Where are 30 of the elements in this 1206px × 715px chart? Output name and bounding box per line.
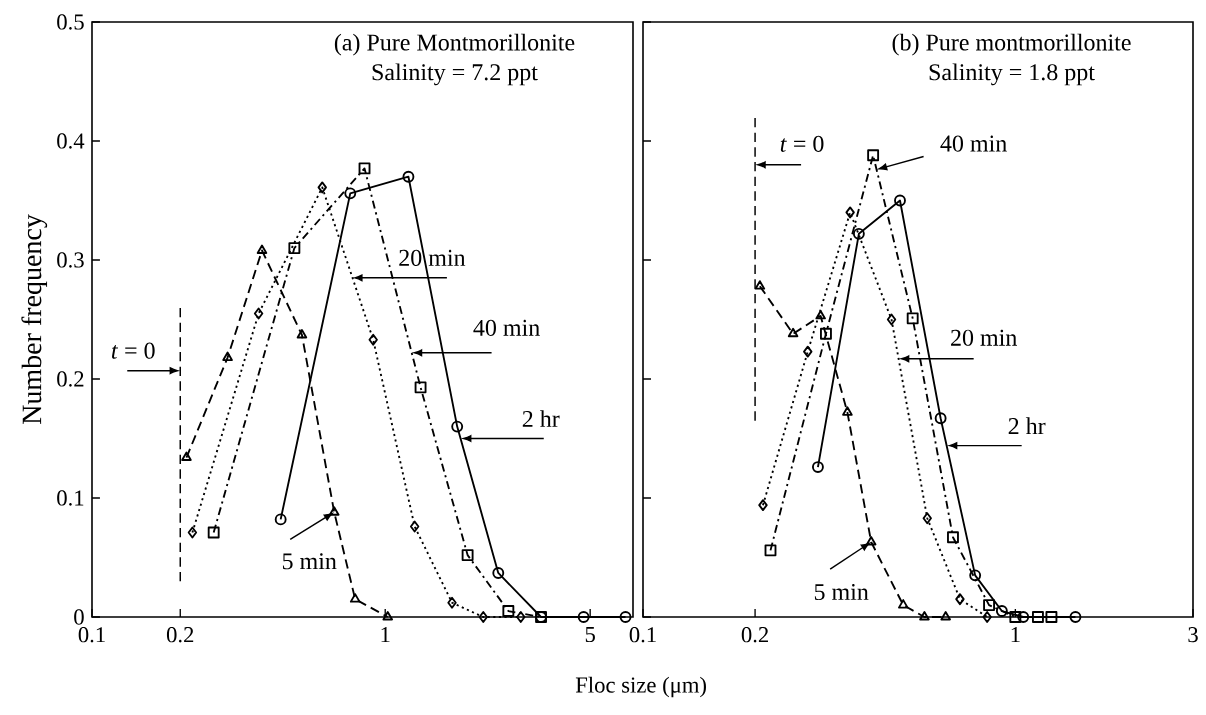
ref-line-label: t = 0	[780, 135, 824, 152]
annotation: 40 min	[473, 319, 540, 336]
ref-line-label: t = 0	[111, 342, 155, 359]
x-axis-title: Floc size (μm)	[575, 676, 706, 698]
annotation: 2 hr	[1008, 417, 1046, 434]
annotation: 20 min	[951, 329, 1017, 346]
x-tick-label: 0.2	[166, 627, 194, 643]
x-tick-label: 5	[585, 627, 595, 643]
x-tick-label: 1	[381, 627, 390, 643]
y-tick-label: 0	[74, 609, 84, 625]
text: Salinity = 7.2 ppt	[372, 63, 538, 86]
chart-title: (a) Pure Montmorillonite	[334, 33, 575, 56]
y-tick-label: 0.3	[57, 252, 84, 268]
annotation: 20 min	[399, 249, 466, 266]
annotation: 5 min	[282, 553, 337, 570]
chart-title: (b) Pure montmorillonite	[892, 33, 1131, 56]
x-tick-label: 0.2	[741, 627, 768, 643]
x-tick-label: 0.1	[78, 627, 105, 643]
y-axis-title: Number frequency	[21, 214, 48, 425]
annotation: 2 hr	[522, 410, 560, 427]
y-tick-label: 0.4	[57, 133, 85, 149]
y-tick-label: 0.1	[57, 490, 84, 506]
x-tick-label: 3	[1188, 627, 1198, 643]
x-tick-label: 0.1	[629, 627, 656, 643]
annotation: 5 min	[814, 583, 869, 601]
text: Salinity = 1.8 ppt	[929, 63, 1095, 86]
y-tick-label: 0.2	[57, 371, 84, 387]
y-tick-label: 0.5	[57, 14, 84, 30]
x-tick-label: 1	[1011, 627, 1020, 643]
annotation: 40 min	[940, 135, 1007, 152]
